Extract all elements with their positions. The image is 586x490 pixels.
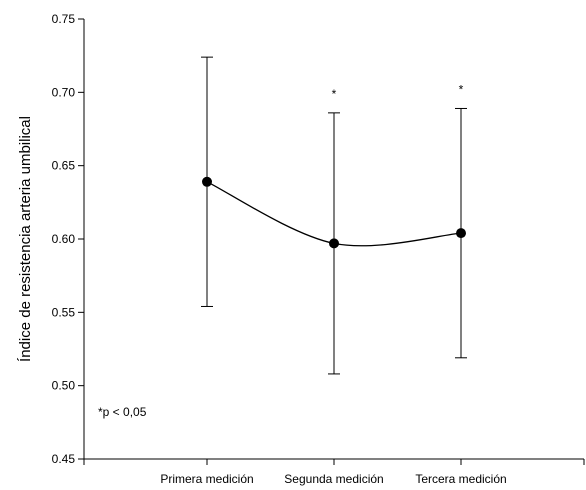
y-ticks: 0.45 0.50 0.55 0.60 0.65 0.70 0.75 — [52, 12, 84, 466]
data-points — [202, 176, 466, 249]
y-tick-label: 0.70 — [52, 85, 76, 99]
y-tick-label: 0.50 — [52, 379, 76, 393]
x-ticks: Primera medición Segunda medición Tercera … — [83, 459, 585, 486]
y-tick-label: 0.75 — [52, 12, 76, 26]
significance-marks: * * — [332, 82, 464, 100]
significance-note: *p < 0,05 — [98, 405, 147, 419]
y-tick-label: 0.60 — [52, 232, 76, 246]
significance-marker: * — [459, 82, 464, 96]
data-point — [329, 238, 339, 249]
y-axis-title: Índice de resistencia arteria umbilical — [17, 116, 34, 362]
data-point — [456, 228, 466, 239]
y-tick-label: 0.65 — [52, 159, 76, 173]
y-tick-label: 0.45 — [52, 452, 76, 466]
error-bars — [201, 56, 467, 375]
x-tick-label: Segunda medición — [284, 472, 383, 486]
x-axis: Primera medición Segunda medición Tercera … — [83, 458, 585, 486]
y-axis: 0.45 0.50 0.55 0.60 0.65 0.70 0.75 — [52, 12, 85, 466]
data-point — [202, 176, 212, 187]
x-tick-label: Tercera medición — [415, 472, 506, 486]
significance-marker: * — [332, 87, 337, 101]
x-tick-label: Primera medición — [160, 472, 253, 486]
y-tick-label: 0.55 — [52, 305, 76, 319]
